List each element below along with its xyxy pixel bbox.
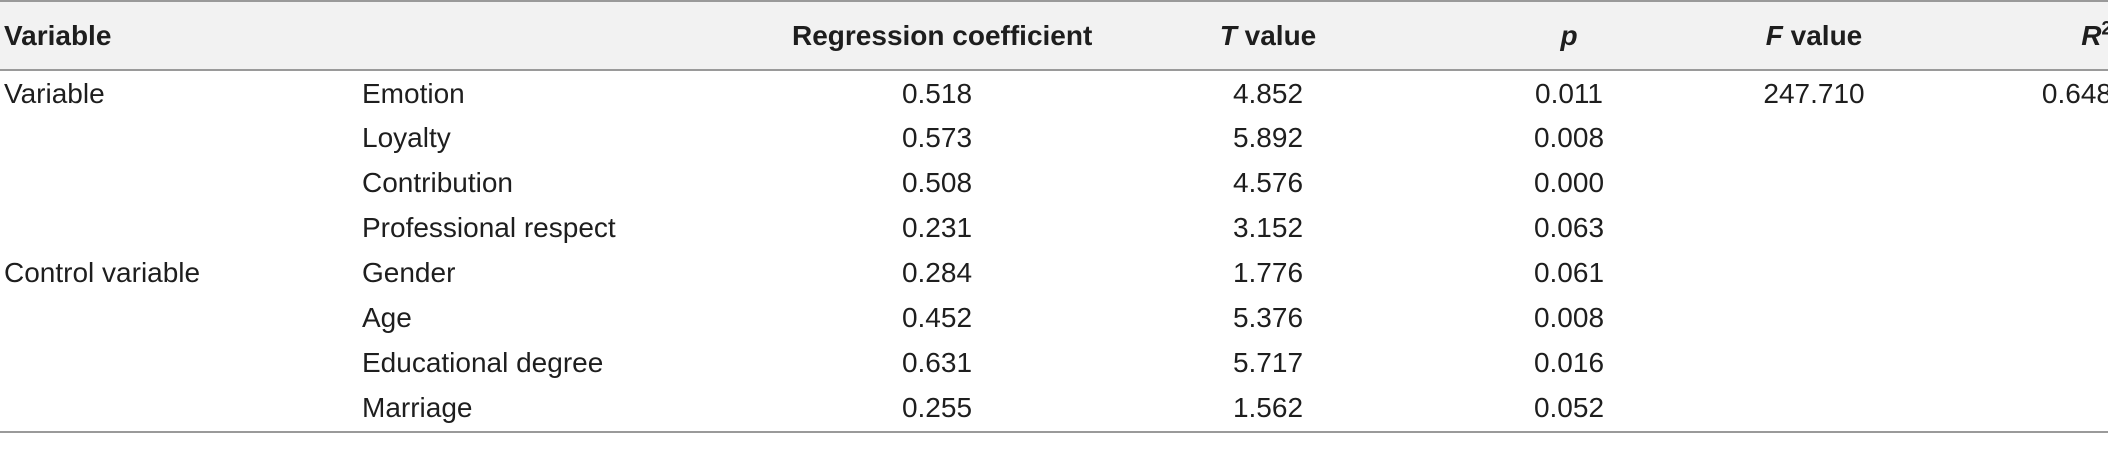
row-coefficient: 0.631	[901, 346, 973, 378]
table-row: Professional respect 0.231 3.152 0.063	[0, 205, 2108, 250]
row-r-squared	[1944, 205, 2108, 250]
row-p: 0.011	[1535, 78, 1603, 109]
row-f-value	[1684, 160, 1944, 205]
r-superscript: 2	[2101, 18, 2108, 40]
row-p: 0.063	[1533, 211, 1605, 243]
row-variable: Loyalty	[362, 121, 451, 153]
row-variable: Age	[362, 301, 412, 333]
regression-results-table: Variable Regression coefficient T value …	[0, 1, 2108, 432]
row-variable: Marriage	[362, 392, 473, 423]
header-row: Variable Regression coefficient T value …	[0, 1, 2108, 70]
header-p: p	[1454, 1, 1684, 70]
row-r-squared: 0.648	[2041, 78, 2108, 109]
table-row: Control variable Gender 0.284 1.776 0.06…	[0, 250, 2108, 295]
row-coefficient: 0.231	[901, 211, 973, 243]
row-coefficient: 0.508	[901, 166, 973, 198]
table-header: Variable Regression coefficient T value …	[0, 1, 2108, 70]
f-value-text: value	[1782, 19, 1863, 51]
row-group	[0, 115, 362, 160]
row-f-value: 247.710	[1763, 78, 1865, 109]
header-t-value: T value	[1082, 1, 1454, 70]
row-coefficient: 0.284	[901, 256, 973, 288]
r-symbol: R	[2081, 19, 2102, 51]
row-group	[0, 340, 362, 385]
row-p: 0.016	[1533, 346, 1605, 378]
table-row: Variable Emotion 0.518 4.852 0.011 247.7…	[0, 70, 2108, 115]
row-f-value	[1684, 250, 1944, 295]
row-t-value: 4.576	[1232, 166, 1304, 198]
header-f-value: F value	[1684, 1, 1944, 70]
row-t-value: 5.376	[1232, 301, 1304, 333]
row-f-value	[1684, 340, 1944, 385]
row-f-value	[1684, 385, 1944, 432]
row-f-value	[1684, 115, 1944, 160]
row-f-value	[1684, 205, 1944, 250]
row-p: 0.000	[1533, 166, 1605, 198]
table-body: Variable Emotion 0.518 4.852 0.011 247.7…	[0, 70, 2108, 432]
table-row: Contribution 0.508 4.576 0.000	[0, 160, 2108, 205]
row-group	[0, 295, 362, 340]
row-t-value: 3.152	[1232, 211, 1304, 243]
header-variable: Variable	[4, 19, 112, 51]
row-variable: Professional respect	[362, 211, 616, 243]
f-symbol: F	[1765, 19, 1783, 51]
row-r-squared	[1944, 250, 2108, 295]
t-value-text: value	[1236, 19, 1317, 51]
row-r-squared	[1944, 385, 2108, 432]
row-coefficient: 0.255	[901, 392, 973, 423]
row-group: Variable	[4, 78, 105, 109]
row-t-value: 5.892	[1232, 121, 1304, 153]
row-coefficient: 0.518	[901, 78, 973, 109]
row-f-value	[1684, 295, 1944, 340]
table-row: Marriage 0.255 1.562 0.052	[0, 385, 2108, 432]
row-t-value: 5.717	[1232, 346, 1304, 378]
header-regression-coefficient: Regression coefficient	[792, 19, 1093, 51]
p-symbol: p	[1560, 19, 1578, 51]
table-row: Age 0.452 5.376 0.008	[0, 295, 2108, 340]
row-coefficient: 0.573	[901, 121, 973, 153]
header-r-squared: R2	[1944, 1, 2108, 70]
row-p: 0.052	[1533, 392, 1605, 423]
t-symbol: T	[1219, 19, 1237, 51]
row-p: 0.061	[1533, 256, 1605, 288]
row-group: Control variable	[4, 256, 201, 288]
row-group	[0, 205, 362, 250]
row-variable: Contribution	[362, 166, 513, 198]
row-r-squared	[1944, 295, 2108, 340]
row-r-squared	[1944, 340, 2108, 385]
row-t-value: 1.776	[1232, 256, 1304, 288]
row-variable: Gender	[362, 256, 456, 288]
row-variable: Emotion	[362, 78, 465, 109]
table-row: Loyalty 0.573 5.892 0.008	[0, 115, 2108, 160]
row-p: 0.008	[1533, 121, 1605, 153]
row-r-squared	[1944, 115, 2108, 160]
row-group	[0, 160, 362, 205]
row-t-value: 4.852	[1232, 78, 1304, 109]
table-row: Educational degree 0.631 5.717 0.016	[0, 340, 2108, 385]
row-p: 0.008	[1533, 301, 1605, 333]
row-group	[0, 385, 362, 432]
row-variable: Educational degree	[362, 346, 604, 378]
row-r-squared	[1944, 160, 2108, 205]
row-coefficient: 0.452	[901, 301, 973, 333]
row-t-value: 1.562	[1232, 392, 1304, 423]
header-blank	[362, 1, 792, 70]
